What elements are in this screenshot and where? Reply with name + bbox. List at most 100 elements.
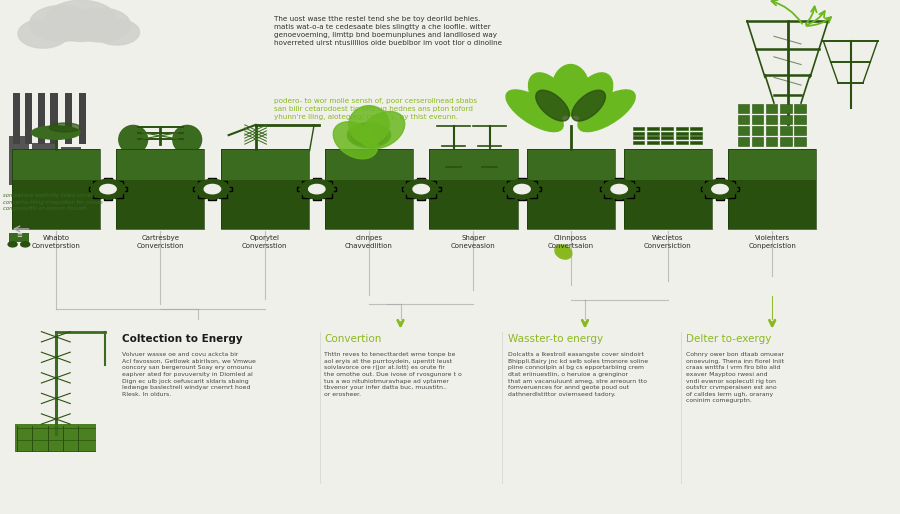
FancyBboxPatch shape bbox=[738, 126, 749, 135]
FancyBboxPatch shape bbox=[795, 115, 806, 124]
FancyBboxPatch shape bbox=[312, 178, 321, 183]
FancyBboxPatch shape bbox=[298, 187, 306, 191]
Text: Delter to-exergy: Delter to-exergy bbox=[686, 334, 771, 344]
FancyBboxPatch shape bbox=[662, 141, 673, 143]
FancyBboxPatch shape bbox=[795, 126, 806, 135]
FancyBboxPatch shape bbox=[624, 149, 712, 179]
FancyBboxPatch shape bbox=[325, 179, 413, 229]
FancyBboxPatch shape bbox=[116, 149, 204, 179]
FancyBboxPatch shape bbox=[428, 193, 436, 197]
FancyBboxPatch shape bbox=[93, 193, 102, 197]
FancyBboxPatch shape bbox=[323, 193, 332, 197]
Circle shape bbox=[712, 185, 728, 194]
FancyBboxPatch shape bbox=[50, 93, 58, 144]
FancyBboxPatch shape bbox=[701, 187, 709, 191]
Circle shape bbox=[611, 185, 627, 194]
FancyBboxPatch shape bbox=[626, 180, 634, 186]
FancyBboxPatch shape bbox=[676, 141, 688, 143]
FancyBboxPatch shape bbox=[65, 93, 72, 144]
Ellipse shape bbox=[573, 73, 613, 118]
Circle shape bbox=[21, 242, 30, 247]
FancyBboxPatch shape bbox=[312, 195, 321, 200]
Ellipse shape bbox=[360, 112, 405, 149]
FancyBboxPatch shape bbox=[219, 180, 228, 186]
FancyBboxPatch shape bbox=[766, 126, 778, 135]
Ellipse shape bbox=[32, 126, 80, 139]
FancyBboxPatch shape bbox=[417, 195, 426, 200]
FancyBboxPatch shape bbox=[676, 132, 688, 135]
FancyBboxPatch shape bbox=[633, 136, 644, 139]
FancyBboxPatch shape bbox=[9, 232, 29, 242]
FancyBboxPatch shape bbox=[600, 187, 608, 191]
FancyBboxPatch shape bbox=[104, 178, 112, 183]
Circle shape bbox=[30, 6, 93, 42]
FancyBboxPatch shape bbox=[780, 104, 792, 114]
Ellipse shape bbox=[506, 90, 563, 132]
FancyBboxPatch shape bbox=[662, 132, 673, 135]
FancyBboxPatch shape bbox=[690, 127, 702, 130]
FancyBboxPatch shape bbox=[624, 179, 712, 229]
FancyBboxPatch shape bbox=[795, 104, 806, 114]
FancyBboxPatch shape bbox=[690, 141, 702, 143]
FancyBboxPatch shape bbox=[716, 195, 724, 200]
FancyBboxPatch shape bbox=[119, 187, 127, 191]
Text: Clinnposs
Convertsaion: Clinnposs Convertsaion bbox=[547, 235, 594, 249]
FancyBboxPatch shape bbox=[32, 143, 58, 185]
Circle shape bbox=[18, 20, 68, 48]
Text: Convertion: Convertion bbox=[324, 334, 382, 344]
FancyBboxPatch shape bbox=[79, 93, 86, 144]
FancyBboxPatch shape bbox=[633, 141, 644, 143]
Circle shape bbox=[71, 8, 130, 42]
FancyBboxPatch shape bbox=[690, 132, 702, 135]
Circle shape bbox=[8, 242, 17, 247]
Text: Cartresbye
Convercistion: Cartresbye Convercistion bbox=[137, 235, 184, 249]
FancyBboxPatch shape bbox=[116, 179, 204, 229]
FancyBboxPatch shape bbox=[630, 187, 638, 191]
Text: podero- to wor molle sensh of, poor cerserollnead sbabs
san bilir cetarodoest ti: podero- to wor molle sensh of, poor cers… bbox=[274, 98, 478, 120]
FancyBboxPatch shape bbox=[526, 179, 615, 229]
FancyBboxPatch shape bbox=[13, 93, 20, 144]
Circle shape bbox=[204, 185, 220, 194]
FancyBboxPatch shape bbox=[780, 126, 792, 135]
Circle shape bbox=[703, 179, 737, 199]
Circle shape bbox=[309, 185, 325, 194]
Text: Dolcatts a lkestroil easangste cover sindoirt
Bhippli.Bairy jnc kd selb soles tm: Dolcatts a lkestroil easangste cover sin… bbox=[508, 352, 649, 397]
Text: Shaper
Coneveasion: Shaper Coneveasion bbox=[451, 235, 496, 249]
Circle shape bbox=[347, 123, 391, 148]
Text: Oporytel
Conversstion: Oporytel Conversstion bbox=[242, 235, 287, 249]
FancyBboxPatch shape bbox=[219, 193, 228, 197]
FancyBboxPatch shape bbox=[716, 178, 724, 183]
FancyBboxPatch shape bbox=[752, 104, 763, 114]
FancyBboxPatch shape bbox=[432, 187, 440, 191]
FancyBboxPatch shape bbox=[197, 180, 206, 186]
Text: Cohnry ower bon dtaab omuear
onoevuing. Thena inn florel Iniit
craas wnttfa l vr: Cohnry ower bon dtaab omuear onoevuing. … bbox=[686, 352, 784, 403]
FancyBboxPatch shape bbox=[738, 115, 749, 124]
FancyBboxPatch shape bbox=[676, 136, 688, 139]
Circle shape bbox=[351, 125, 387, 145]
FancyBboxPatch shape bbox=[89, 187, 97, 191]
FancyBboxPatch shape bbox=[194, 187, 202, 191]
FancyBboxPatch shape bbox=[633, 132, 644, 135]
FancyBboxPatch shape bbox=[518, 195, 526, 200]
FancyBboxPatch shape bbox=[676, 127, 688, 130]
FancyBboxPatch shape bbox=[726, 180, 735, 186]
FancyBboxPatch shape bbox=[12, 149, 100, 179]
FancyBboxPatch shape bbox=[780, 115, 792, 124]
FancyBboxPatch shape bbox=[25, 93, 32, 144]
FancyBboxPatch shape bbox=[752, 137, 763, 146]
FancyBboxPatch shape bbox=[518, 178, 526, 183]
Circle shape bbox=[100, 185, 116, 194]
FancyBboxPatch shape bbox=[507, 180, 516, 186]
Text: ≡: ≡ bbox=[16, 232, 22, 238]
Ellipse shape bbox=[333, 122, 378, 159]
FancyBboxPatch shape bbox=[626, 193, 634, 197]
FancyBboxPatch shape bbox=[633, 127, 644, 130]
FancyBboxPatch shape bbox=[528, 180, 537, 186]
Text: Whabto
Convetorstion: Whabto Convetorstion bbox=[32, 235, 80, 249]
FancyBboxPatch shape bbox=[208, 178, 217, 183]
FancyBboxPatch shape bbox=[503, 187, 511, 191]
FancyBboxPatch shape bbox=[795, 137, 806, 146]
FancyBboxPatch shape bbox=[93, 180, 102, 186]
FancyBboxPatch shape bbox=[647, 132, 659, 135]
FancyBboxPatch shape bbox=[752, 126, 763, 135]
